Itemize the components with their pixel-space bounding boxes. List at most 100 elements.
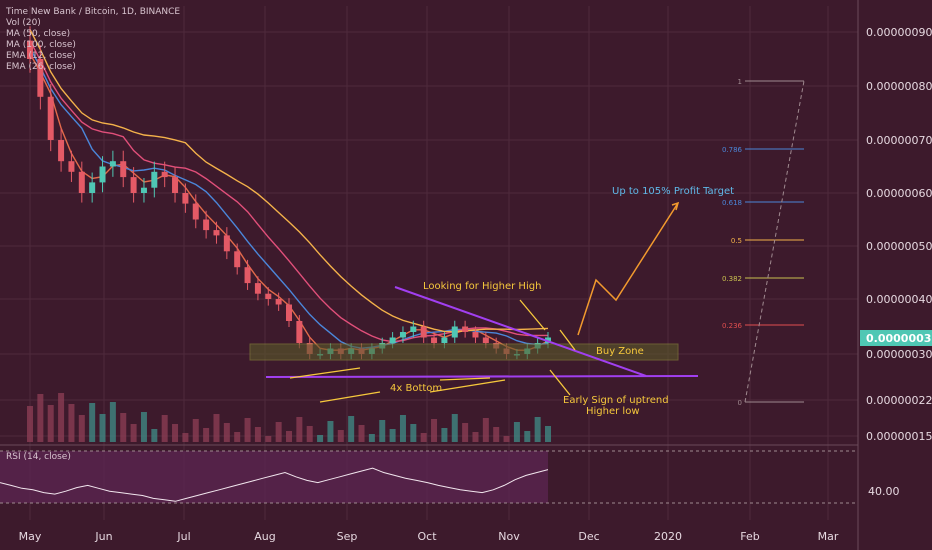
candle-body-42 xyxy=(462,326,469,332)
x-tick-label-6: Nov xyxy=(498,530,520,543)
volume-bar-23 xyxy=(265,436,272,442)
candle-body-23 xyxy=(265,293,272,299)
legend: Time New Bank / Bitcoin, 1D, BINANCE Vol… xyxy=(5,7,180,72)
volume-bar-49 xyxy=(534,417,541,442)
volume-bar-48 xyxy=(524,431,531,442)
x-axis: May Jun Jul Aug Sep Oct Nov Dec 2020 Feb Mar xyxy=(19,530,839,543)
legend-title: Time New Bank / Bitcoin, 1D, BINANCE xyxy=(5,7,180,17)
rsi-labels: RSI (14, close) 40.00 xyxy=(6,452,900,498)
legend-ma50: MA (50, close) xyxy=(6,29,70,39)
volume-bar-1 xyxy=(37,394,44,442)
x-tick-label-9: Feb xyxy=(740,530,759,543)
rsi-band xyxy=(0,451,548,503)
x-tick-label-3: Aug xyxy=(254,530,275,543)
candle-body-16 xyxy=(192,203,199,220)
y-tick-label-0: 0.00000090 xyxy=(866,26,932,39)
candle-body-12 xyxy=(151,171,158,188)
fib-label-4: 0.382 xyxy=(722,275,742,283)
x-tick-label-5: Oct xyxy=(417,530,437,543)
volume-bar-19 xyxy=(223,423,230,442)
volume-bar-40 xyxy=(441,428,448,442)
x-tick-label-7: Dec xyxy=(578,530,599,543)
fib-label-3: 0.5 xyxy=(731,237,742,245)
overlays xyxy=(249,201,699,403)
candle-body-36 xyxy=(399,332,406,338)
volume-bar-46 xyxy=(503,436,510,442)
resistance-line xyxy=(394,286,647,377)
x-tick-label-8: 2020 xyxy=(654,530,682,543)
legend-ema26: EMA (26, close) xyxy=(6,62,76,72)
candle-body-8 xyxy=(109,161,116,167)
y-tick-label-7: 0.00000022 xyxy=(866,394,932,407)
volume-bar-45 xyxy=(493,427,500,442)
candle-body-17 xyxy=(203,219,210,231)
volume-bar-21 xyxy=(244,418,251,442)
candle-body-39 xyxy=(431,337,438,343)
fib-label-6: 0 xyxy=(738,399,742,407)
legend-ema12: EMA (12, close) xyxy=(6,51,76,61)
current-price-tag: 0.00000033 xyxy=(860,330,932,346)
volume-bar-2 xyxy=(47,405,54,442)
rsi-panel xyxy=(0,450,858,504)
volume-bar-10 xyxy=(130,424,137,442)
volume-bar-41 xyxy=(451,414,458,442)
y-tick-label-1: 0.00000080 xyxy=(866,80,932,93)
candle-body-11 xyxy=(140,187,147,193)
y-tick-label-8: 0.00000015 xyxy=(866,430,932,443)
support-line xyxy=(265,375,699,378)
volume-bar-5 xyxy=(78,415,85,442)
fibonacci-levels: 1 0.786 0.618 0.5 0.382 0.236 0 xyxy=(722,78,805,407)
legend-ma100: MA (100, close) xyxy=(6,40,76,50)
volume-bar-37 xyxy=(410,424,417,442)
annotation-higher-high: Looking for Higher High xyxy=(423,281,541,292)
annotation-4x-bottom: 4x Bottom xyxy=(390,383,442,394)
candle-body-43 xyxy=(472,332,479,338)
annotation-buy-zone: Buy Zone xyxy=(596,346,644,357)
candle-body-22 xyxy=(254,283,261,294)
candle-body-35 xyxy=(389,337,396,343)
candle-body-4 xyxy=(68,161,75,172)
candle-body-9 xyxy=(120,161,127,178)
volume-bar-32 xyxy=(358,425,365,442)
volume-bar-20 xyxy=(234,432,241,442)
candle-body-37 xyxy=(410,326,417,332)
fib-label-5: 0.236 xyxy=(722,322,743,330)
volume-bar-8 xyxy=(109,402,116,442)
volume-bars xyxy=(27,393,551,442)
volume-bar-3 xyxy=(58,393,65,442)
volume-bar-4 xyxy=(68,404,75,442)
candle-body-25 xyxy=(286,304,292,321)
volume-bar-36 xyxy=(399,415,406,442)
volume-bar-42 xyxy=(462,423,469,442)
annotation-early-sign: Early Sign of uptrend xyxy=(563,395,669,406)
buy-zone-box xyxy=(249,343,679,361)
x-tick-label-10: Mar xyxy=(818,530,839,543)
candle-body-5 xyxy=(78,171,85,193)
y-tick-label-2: 0.00000070 xyxy=(866,134,932,147)
x-tick-label-0: May xyxy=(19,530,42,543)
projection-path xyxy=(577,202,679,336)
candle-body-18 xyxy=(213,230,220,236)
bottom-arrows xyxy=(289,367,506,403)
annotations: Looking for Higher High Buy Zone 4x Bott… xyxy=(390,186,734,417)
x-tick-label-2: Jul xyxy=(176,530,190,543)
candle-body-13 xyxy=(161,171,168,178)
volume-bar-38 xyxy=(420,433,427,442)
volume-bar-29 xyxy=(327,421,334,442)
volume-bar-22 xyxy=(254,427,261,442)
candle-body-15 xyxy=(182,193,189,204)
y-tick-label-5: 0.00000040 xyxy=(866,293,932,306)
volume-bar-9 xyxy=(120,413,127,442)
candle-body-40 xyxy=(441,337,448,343)
volume-bar-26 xyxy=(296,417,303,442)
y-axis: 0.00000090 0.00000080 0.00000070 0.00000060… xyxy=(866,26,932,443)
volume-bar-16 xyxy=(192,419,199,442)
volume-bar-50 xyxy=(545,426,551,442)
candle-body-19 xyxy=(223,235,230,252)
candle-body-6 xyxy=(89,182,96,193)
candle-body-7 xyxy=(99,166,106,183)
volume-bar-31 xyxy=(348,416,355,442)
volume-bar-25 xyxy=(286,431,292,442)
